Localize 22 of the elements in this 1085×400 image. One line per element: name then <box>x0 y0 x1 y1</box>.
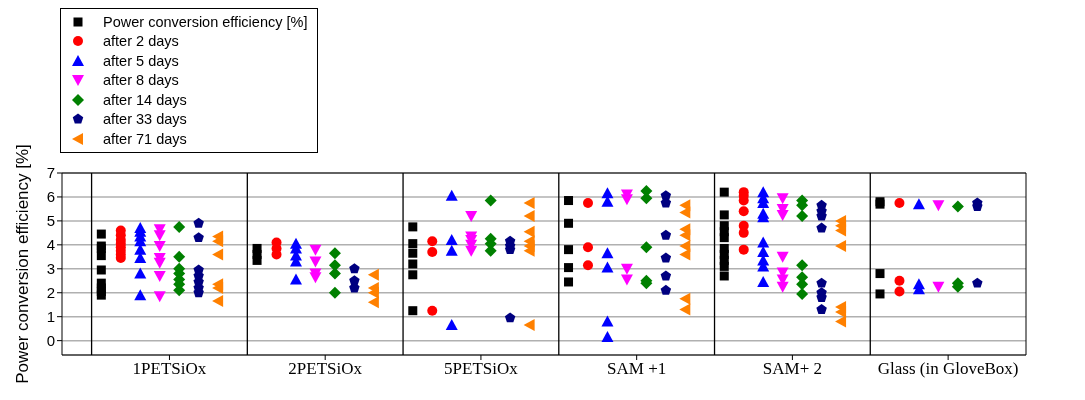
y-axis-title: Power conversion efficiency [%] <box>13 144 33 384</box>
legend-label: Power conversion efficiency [%] <box>103 13 308 30</box>
x-tick-label: Glass (in GloveBox) <box>877 359 1019 379</box>
legend-label: after 33 days <box>103 111 187 128</box>
x-tick-label: 2PETSiOx <box>288 359 363 379</box>
y-tick-label: 7 <box>46 164 55 182</box>
y-tick-label: 1 <box>46 308 55 326</box>
legend-label: after 14 days <box>103 91 187 108</box>
x-tick-label: 5PETSiOx <box>444 359 519 379</box>
legend-label: after 71 days <box>103 130 187 147</box>
x-tick-label: SAM +1 <box>607 359 667 379</box>
y-tick-label: 6 <box>46 188 55 206</box>
y-tick-label: 2 <box>46 284 55 302</box>
legend-label: after 2 days <box>103 33 179 50</box>
legend-label: after 5 days <box>103 52 179 69</box>
legend-label: after 8 days <box>103 72 179 89</box>
y-tick-label: 4 <box>46 236 55 254</box>
y-tick-label: 3 <box>46 260 55 278</box>
y-tick-label: 5 <box>46 212 55 230</box>
x-tick-label: SAM+ 2 <box>762 359 822 379</box>
x-tick-label: 1PETSiOx <box>132 359 207 379</box>
y-tick-label: 0 <box>46 331 55 349</box>
